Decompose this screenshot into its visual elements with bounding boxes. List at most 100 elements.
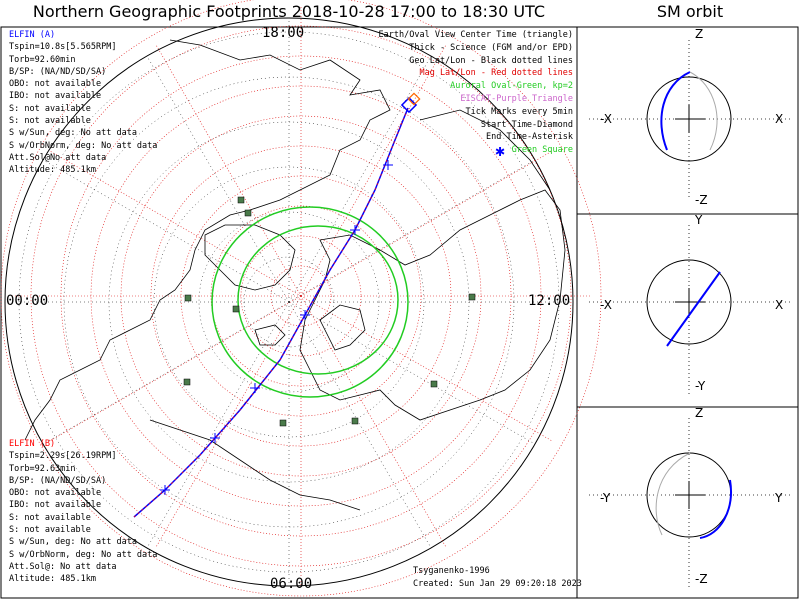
- info-line: IBO: not available: [9, 91, 102, 102]
- end-asterisk: ✱: [495, 141, 505, 160]
- info-line: IBO: not available: [9, 500, 102, 511]
- orbit-panel-xy: [589, 225, 790, 395]
- orbit-path: [699, 479, 732, 539]
- info-line: S w/OrbNorm, deg: No att data: [9, 549, 158, 560]
- orbit-path-back: [689, 71, 718, 151]
- geo-lon-line: [288, 301, 536, 445]
- axis-label-top: Z: [695, 406, 704, 420]
- geo-lon-line: [42, 301, 290, 445]
- legend-item: Geo Lat/Lon - Black dotted lines: [409, 55, 573, 66]
- mag-lon-line: [300, 295, 447, 548]
- earth-circle: [646, 259, 732, 345]
- elfin-a-name: ELFIN (A): [9, 30, 56, 40]
- info-line: S: not available: [9, 103, 91, 114]
- coastline-south: [149, 419, 361, 511]
- axis-label-left: -X: [600, 298, 612, 312]
- axis-label-right: Y: [775, 491, 783, 505]
- geo-lon-line: [146, 301, 290, 549]
- coastline-scandinavia: [319, 304, 366, 351]
- axis-label-bottom: -Z: [695, 572, 708, 586]
- clock-label-bottom: 06:00: [270, 576, 313, 592]
- coastline-eurasia: [299, 189, 566, 421]
- axis-label-top: Y: [695, 213, 703, 227]
- legend-item: End Time-Asterisk: [486, 132, 573, 143]
- ground-station-marker: [183, 378, 191, 386]
- ground-station-marker: [237, 196, 245, 204]
- info-line: B/SP: (NA/ND/SD/SA): [9, 475, 107, 486]
- info-line: Tspin=2.29s[26.19RPM]: [9, 451, 117, 462]
- geo-lon-line: [288, 301, 432, 549]
- geo-lat-circle: [153, 166, 425, 438]
- coastline-iceland: [254, 324, 286, 346]
- clock-label-left: 00:00: [6, 293, 49, 309]
- auroral-oval-outer: [211, 206, 409, 398]
- info-line: OBO: not available: [9, 79, 102, 90]
- elfin-a-lines: Tspin=10.8s[5.565RPM] Torb=92.60min B/SP: …: [9, 41, 157, 176]
- mag-lon-line: [155, 44, 302, 297]
- ground-station-marker: [468, 293, 476, 301]
- info-line: S: not available: [9, 116, 91, 127]
- clock-label-right: 12:00: [528, 293, 571, 309]
- info-line: Torb=92.60min: [9, 54, 76, 65]
- ground-station-marker: [351, 417, 359, 425]
- axis-label-bottom: -Z: [695, 193, 708, 207]
- created-timestamp: Created: Sun Jan 29 09:20:18 2023: [413, 579, 582, 589]
- info-line: Torb=92.63min: [9, 463, 76, 474]
- axis-label-left: -Y: [600, 491, 611, 505]
- orbit-panel-xz: [589, 40, 790, 200]
- orbit-panel-yz: [589, 418, 790, 590]
- ground-station-marker: [430, 380, 438, 388]
- mag-lon-line: [300, 295, 553, 442]
- info-line: OBO: not available: [9, 488, 102, 499]
- geo-lon-line: [42, 159, 290, 303]
- legend-item: EISCAT-Purple Triangle: [460, 93, 573, 104]
- geo-lon-line: [146, 55, 290, 303]
- info-line: Att.Sol@No att data: [9, 152, 107, 163]
- geo-lat-circle: [18, 31, 560, 573]
- mag-lon-line: [300, 150, 553, 297]
- map-title: Northern Geographic Footprints 2018-10-2…: [32, 2, 546, 21]
- info-line: Tspin=10.8s[5.565RPM]: [9, 42, 117, 53]
- ground-station-marker: [184, 294, 192, 302]
- mag-lon-line: [49, 295, 302, 442]
- elfin-b-lines: Tspin=2.29s[26.19RPM] Torb=92.63min B/SP: …: [9, 450, 157, 585]
- coastline-north-america: [24, 39, 391, 441]
- axis-label-right: X: [775, 112, 784, 126]
- info-line: B/SP: (NA/ND/SD/SA): [9, 66, 107, 77]
- elfin-b-name: ELFIN (B): [9, 439, 56, 449]
- info-line: Altitude: 485.1km: [9, 574, 96, 585]
- start-diamond-b: [407, 92, 421, 106]
- orbit-title: SM orbit: [656, 2, 724, 21]
- legend-item: Auroral Oval-Green, kp=2: [450, 81, 573, 92]
- geo-lon-line: [288, 159, 536, 303]
- geo-grid: [5, 18, 573, 586]
- ground-stations: [183, 196, 476, 427]
- mag-lon-line: [300, 44, 447, 297]
- coastline-asia-east: [419, 109, 551, 191]
- info-line: S w/OrbNorm, deg: No att data: [9, 140, 158, 151]
- info-line: S: not available: [9, 512, 91, 523]
- axis-label-top: Z: [695, 27, 704, 41]
- legend-item: Earth/Oval View Center Time (triangle): [378, 30, 573, 40]
- info-line: S w/Sun, deg: No att data: [9, 128, 137, 139]
- track-ticks: [160, 160, 393, 495]
- geo-lon-line: [288, 55, 432, 303]
- legend-item: Mag Lat/Lon - Red dotted lines: [419, 68, 573, 79]
- start-diamond-a: [400, 96, 418, 114]
- orbit-path: [666, 271, 721, 347]
- continents: [24, 39, 566, 511]
- mag-lon-line: [49, 150, 302, 297]
- elfin-a-info: ELFIN (A) Tspin=10.8s[5.565RPM] Torb=92.6…: [9, 29, 157, 177]
- earth-circle: [646, 76, 732, 162]
- clock-label-top: 18:00: [262, 25, 305, 41]
- mag-grid: [0, 0, 602, 597]
- auroral-oval-inner: [237, 225, 399, 375]
- orbit-path: [660, 71, 691, 151]
- globe-boundary: [4, 17, 574, 587]
- info-line: S: not available: [9, 525, 91, 536]
- legend: Earth/Oval View Center Time (triangle) Th…: [379, 29, 573, 157]
- axis-label-right: X: [775, 298, 784, 312]
- ground-station-marker: [279, 419, 287, 427]
- legend-item: Thick - Science (FGM and/or EPD): [409, 42, 573, 53]
- legend-item: Start Time-Diamond: [480, 119, 573, 130]
